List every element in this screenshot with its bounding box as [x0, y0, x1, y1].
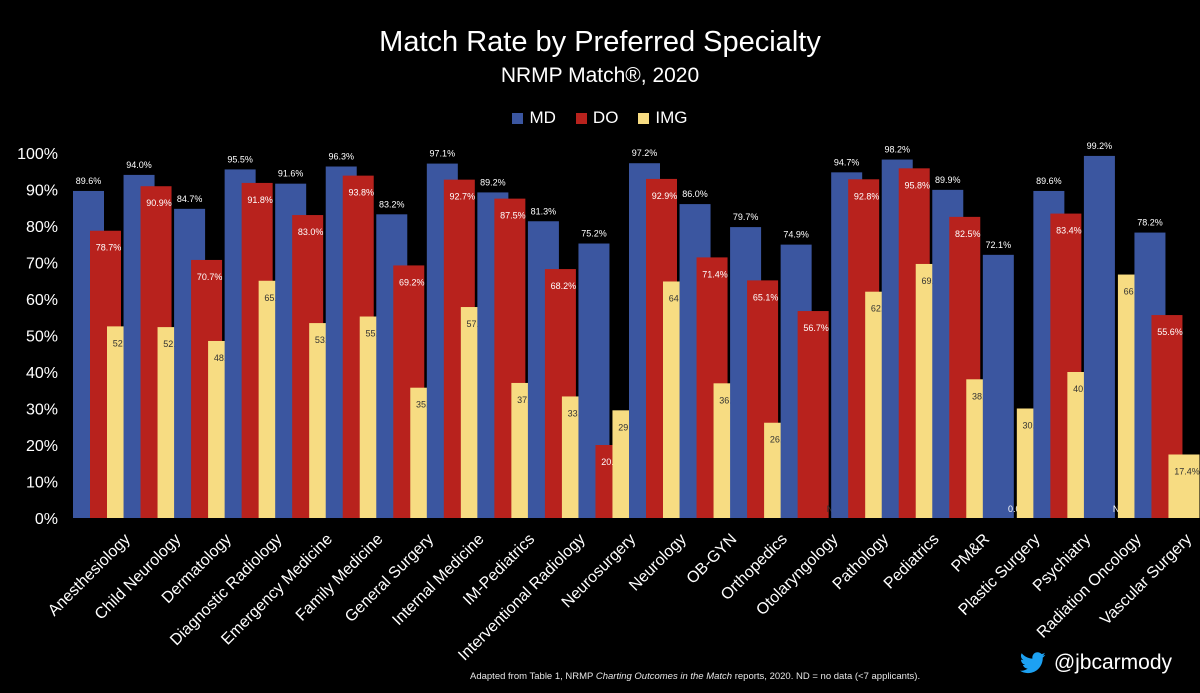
y-tick-label: 70%: [26, 256, 58, 273]
footnote-prefix: Adapted from Table 1, NRMP: [470, 671, 596, 682]
data-label-md: 75.2%: [581, 229, 607, 239]
y-tick-label: 20%: [26, 438, 58, 455]
data-label-do: 90.9%: [146, 198, 172, 208]
data-label-do: 69.2%: [399, 277, 425, 287]
data-label-md: 91.6%: [278, 169, 304, 179]
twitter-credit[interactable]: @jbcarmody: [1019, 651, 1172, 675]
data-label-md: 99.2%: [1087, 141, 1113, 151]
footnote-suffix: reports, 2020. ND = no data (<7 applican…: [732, 671, 921, 682]
y-tick-label: 100%: [17, 146, 58, 163]
data-label-md: 97.2%: [632, 148, 658, 158]
legend-label-do: DO: [592, 108, 619, 127]
data-label-do: 95.8%: [904, 180, 930, 190]
data-label-md: 86.0%: [682, 189, 708, 199]
data-label-md: 94.0%: [126, 160, 152, 170]
legend-item-md: MD: [512, 108, 556, 128]
y-tick-label: 30%: [26, 402, 58, 419]
data-label-do: 93.8%: [348, 188, 374, 198]
data-label-img: 17.4%: [1174, 466, 1200, 476]
data-label-do: 83.4%: [1056, 226, 1082, 236]
y-tick-label: 50%: [26, 329, 58, 346]
legend-swatch-do: [575, 112, 587, 124]
data-label-md: 95.5%: [227, 154, 253, 164]
x-category-label: PM&R: [948, 531, 993, 576]
data-label-do: 87.5%: [500, 211, 526, 221]
data-label-do: 55.6%: [1157, 327, 1183, 337]
y-tick-label: 60%: [26, 292, 58, 309]
data-label-do: 70.7%: [197, 272, 223, 282]
x-category-label: Pathology: [830, 531, 892, 593]
data-label-do: 92.7%: [450, 192, 476, 202]
data-label-md: 78.2%: [1137, 218, 1163, 228]
legend: MD DO IMG: [0, 108, 1200, 128]
data-label-md: 84.7%: [177, 194, 203, 204]
bar-md: [982, 254, 1014, 518]
chart-title: Match Rate by Preferred Specialty: [379, 26, 821, 58]
bar-img: [1168, 454, 1200, 518]
chart-subtitle: NRMP Match®, 2020: [500, 64, 700, 87]
data-label-md: 89.9%: [935, 175, 961, 185]
data-label-do: 82.5%: [955, 229, 981, 239]
legend-label-img: IMG: [655, 108, 688, 127]
legend-item-img: IMG: [638, 108, 688, 128]
x-category-label: Internal Medicine: [389, 531, 487, 629]
legend-label-md: MD: [529, 108, 556, 127]
bar-do: [797, 311, 829, 518]
data-label-do: 71.4%: [702, 269, 728, 279]
data-label-do: 91.8%: [247, 195, 273, 205]
y-tick-label: 80%: [26, 219, 58, 236]
data-label-md: 98.2%: [884, 145, 910, 155]
data-label-md: 72.1%: [986, 240, 1012, 250]
data-label-do: 56.7%: [803, 323, 829, 333]
x-category-label: Family Medicine: [293, 531, 387, 625]
data-label-md: 97.1%: [430, 149, 456, 159]
data-label-do: 83.0%: [298, 227, 324, 237]
legend-swatch-img: [638, 112, 650, 124]
y-tick-label: 40%: [26, 365, 58, 382]
bar-md: [1083, 155, 1115, 519]
data-label-md: 83.2%: [379, 199, 405, 209]
data-label-do: 65.1%: [753, 292, 779, 302]
twitter-handle: @jbcarmody: [1053, 651, 1172, 674]
x-category-label: Vascular Surgery: [1097, 531, 1195, 629]
y-tick-label: 10%: [26, 475, 58, 492]
data-label-md: 74.9%: [783, 230, 809, 240]
y-tick-label: 0%: [35, 511, 58, 528]
data-label-md: 81.3%: [531, 206, 557, 216]
data-label-do: 78.7%: [96, 243, 122, 253]
x-category-label: General Surgery: [342, 531, 437, 626]
x-category-label: Pediatrics: [881, 531, 943, 593]
x-category-label: Child Neurology: [92, 531, 185, 624]
data-label-md: 89.2%: [480, 177, 506, 187]
legend-item-do: DO: [575, 108, 619, 128]
data-label-md: 89.6%: [76, 176, 102, 186]
data-label-do: 92.9%: [652, 191, 678, 201]
data-label-md: 89.6%: [1036, 176, 1062, 186]
data-label-do: 92.8%: [854, 191, 880, 201]
data-label-md: 79.7%: [733, 212, 759, 222]
footnote: Adapted from Table 1, NRMP Charting Outc…: [470, 671, 920, 682]
footnote-source-title: Charting Outcomes in the Match: [595, 671, 733, 682]
data-label-md: 94.7%: [834, 157, 860, 167]
data-label-do: 68.2%: [551, 281, 577, 291]
legend-swatch-md: [512, 112, 524, 124]
data-label-md: 96.3%: [328, 152, 354, 162]
y-tick-label: 90%: [26, 183, 58, 200]
twitter-bird-icon: [1019, 652, 1046, 674]
